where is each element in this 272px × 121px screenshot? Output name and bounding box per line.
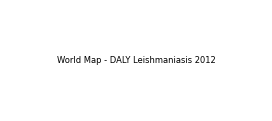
Text: World Map - DALY Leishmaniasis 2012: World Map - DALY Leishmaniasis 2012 bbox=[57, 56, 215, 65]
